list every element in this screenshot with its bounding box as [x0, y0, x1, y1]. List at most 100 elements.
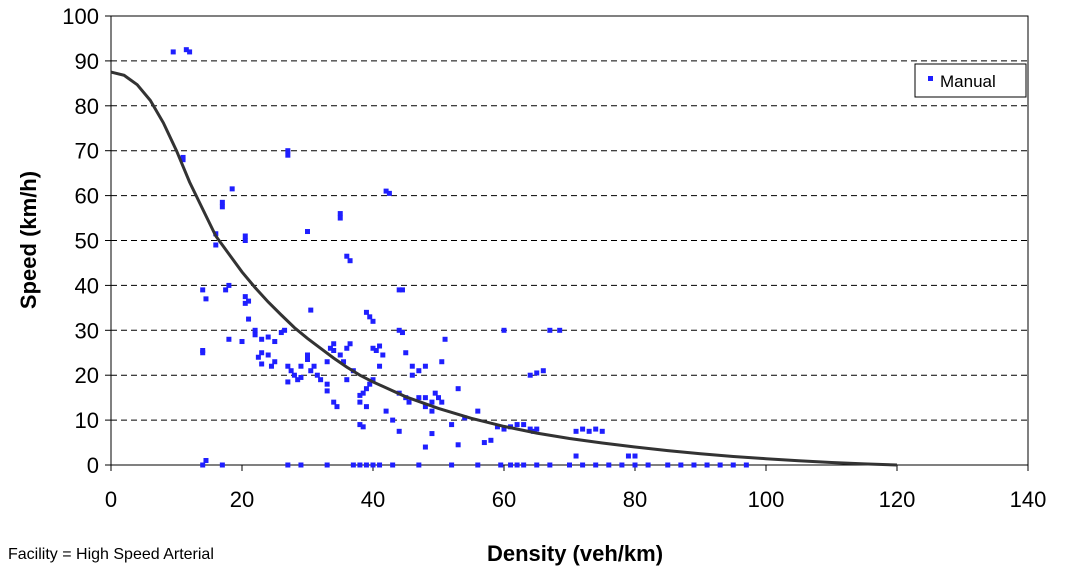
- data-point: [717, 462, 723, 468]
- data-point: [429, 408, 435, 414]
- y-tick-label: 40: [75, 273, 99, 298]
- x-tick-label: 20: [230, 487, 254, 512]
- legend-label-manual: Manual: [940, 72, 996, 91]
- y-tick-label: 0: [87, 453, 99, 478]
- data-point: [268, 363, 274, 369]
- data-point: [223, 287, 229, 293]
- data-point: [373, 348, 379, 354]
- data-point: [557, 327, 563, 333]
- data-point: [547, 327, 553, 333]
- data-point: [383, 408, 389, 414]
- data-point: [367, 381, 373, 387]
- data-point: [396, 428, 402, 434]
- data-point: [432, 390, 438, 396]
- data-point: [501, 327, 507, 333]
- data-point: [449, 422, 455, 428]
- data-point: [327, 345, 333, 351]
- data-point: [288, 368, 294, 374]
- data-point: [380, 352, 386, 358]
- data-point: [593, 426, 599, 432]
- data-point: [357, 399, 363, 405]
- y-tick-label: 60: [75, 184, 99, 209]
- data-point: [305, 356, 310, 362]
- data-point: [360, 424, 366, 430]
- data-point: [527, 372, 533, 378]
- data-point: [527, 426, 533, 432]
- data-point: [501, 426, 507, 432]
- data-point: [508, 462, 514, 468]
- data-point: [363, 404, 369, 410]
- y-axis-title: Speed (km/h): [16, 171, 41, 309]
- data-point: [442, 336, 448, 342]
- data-point: [350, 462, 356, 468]
- data-point: [298, 374, 304, 380]
- data-point: [272, 339, 278, 345]
- data-point: [573, 453, 579, 459]
- data-point: [308, 368, 314, 374]
- data-point: [494, 424, 500, 430]
- data-point: [580, 426, 586, 432]
- data-point: [255, 354, 261, 360]
- y-tick-labels: 0 10 20 30 40 50 60 70 80 90 100: [62, 4, 99, 478]
- data-point: [436, 395, 441, 401]
- data-point: [337, 352, 343, 358]
- data-point: [704, 462, 710, 468]
- x-tick-label: 0: [105, 487, 117, 512]
- y-tick-label: 50: [75, 229, 99, 254]
- data-point: [295, 377, 301, 383]
- data-point: [285, 148, 291, 154]
- data-point: [331, 348, 337, 354]
- data-point: [534, 370, 540, 376]
- data-point: [475, 462, 481, 468]
- fitted-curve: [110, 70, 898, 467]
- data-point: [422, 404, 428, 410]
- data-point: [337, 215, 343, 221]
- data-point: [367, 314, 373, 320]
- data-point: [291, 372, 297, 378]
- data-point: [743, 462, 749, 468]
- data-point: [416, 462, 422, 468]
- data-point: [521, 462, 527, 468]
- data-point: [567, 462, 572, 468]
- data-point: [203, 296, 209, 302]
- y-tick-label: 100: [62, 4, 99, 29]
- data-point: [390, 417, 396, 423]
- data-point: [619, 462, 625, 468]
- data-point: [242, 294, 248, 300]
- data-point: [363, 386, 369, 392]
- data-point: [282, 327, 288, 333]
- data-point: [242, 300, 248, 306]
- data-point: [439, 399, 445, 405]
- data-point: [383, 188, 389, 194]
- data-point: [337, 211, 343, 217]
- data-point: [341, 359, 347, 365]
- legend: Manual: [914, 63, 1027, 98]
- data-point: [449, 462, 455, 468]
- data-point: [514, 422, 520, 428]
- data-point: [324, 388, 330, 394]
- y-tick-label: 10: [75, 408, 99, 433]
- y-tick-label: 80: [75, 94, 99, 119]
- data-point: [370, 345, 376, 351]
- legend-box: [914, 63, 1027, 98]
- data-point: [422, 363, 428, 369]
- data-point: [239, 339, 245, 345]
- data-point: [406, 399, 412, 405]
- data-point: [285, 462, 291, 468]
- data-point: [324, 462, 330, 468]
- data-point: [357, 422, 363, 428]
- data-point: [308, 307, 314, 313]
- data-point: [219, 199, 225, 205]
- data-point: [265, 352, 271, 358]
- data-point: [475, 408, 481, 414]
- data-point: [399, 287, 405, 293]
- data-point: [665, 462, 671, 468]
- data-point: [314, 372, 320, 378]
- data-point: [180, 154, 186, 160]
- data-point: [344, 345, 350, 351]
- data-point: [331, 399, 337, 405]
- y-tick-label: 20: [75, 363, 99, 388]
- data-point: [625, 453, 631, 459]
- data-point: [259, 361, 265, 367]
